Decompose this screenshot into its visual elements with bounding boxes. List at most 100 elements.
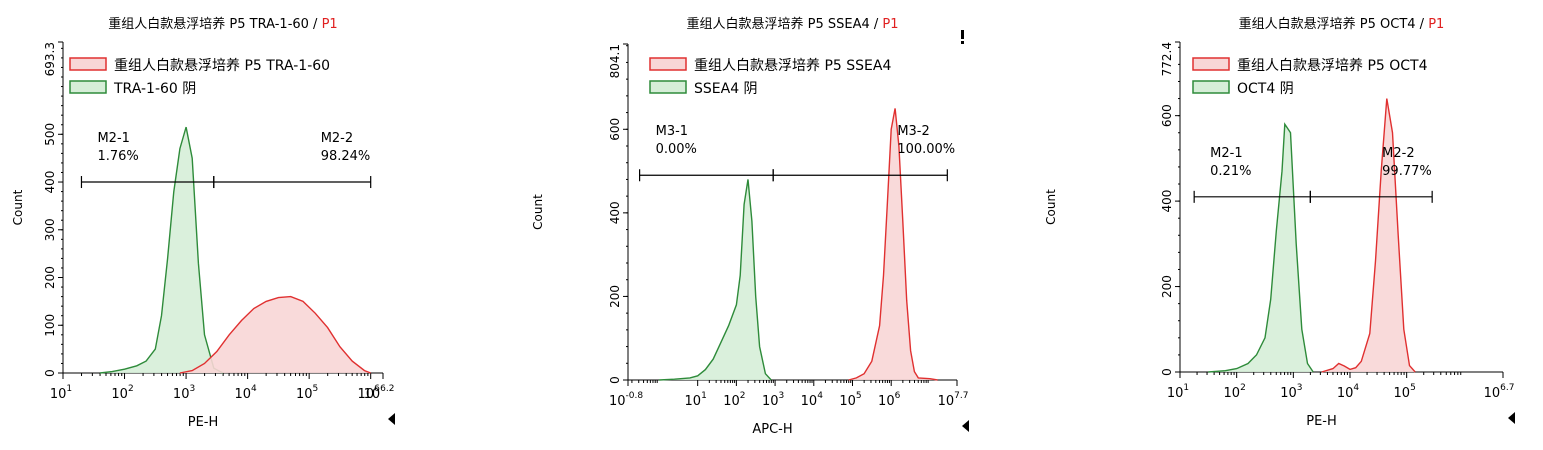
legend-label-negative: OCT4 阴: [1237, 81, 1294, 97]
x-max-exponent: 6.2: [380, 384, 394, 394]
x-max-base: 10: [364, 387, 381, 402]
x-tick-exponent: 1: [1183, 383, 1189, 393]
x-tick-exponent: 2: [740, 391, 746, 401]
gate-name-label: M2-1: [97, 131, 129, 146]
series-area-negative: [1208, 124, 1314, 372]
corner-triangle-icon: [388, 413, 395, 425]
y-axis-label: Count: [531, 194, 545, 230]
x-tick-label: 105: [296, 384, 318, 402]
series-line-sample: [848, 108, 938, 381]
chart-title-gate: P1: [1428, 17, 1444, 32]
x-tick-label: 101: [1167, 383, 1189, 401]
series-area-sample: [1321, 98, 1416, 372]
gate-name-label: M2-2: [1382, 146, 1414, 161]
series-line-negative: [99, 126, 224, 374]
y-tick-label: 0: [608, 376, 622, 384]
y-max-label: 772.4: [1160, 42, 1174, 76]
x-tick-label: 105: [1394, 383, 1416, 401]
y-tick-label: 100: [43, 314, 57, 337]
x-tick-base: 10: [839, 394, 856, 409]
y-tick-label: 400: [608, 201, 622, 224]
x-tick-exponent: 4: [251, 384, 257, 394]
x-tick-exponent: 5: [856, 391, 862, 401]
gate-name-label: M2-1: [1210, 146, 1242, 161]
x-tick-base: 10: [762, 394, 779, 409]
corner-triangle-icon: [962, 420, 969, 432]
chart-title-main: 重组人白款悬浮培养 P5 SSEA4 /: [686, 16, 882, 32]
x-tick-label: 104: [234, 384, 257, 402]
x-max-base: 10: [938, 394, 955, 409]
x-tick-base: 10: [878, 394, 895, 409]
legend-swatch-negative: [649, 80, 687, 94]
x-tick-exponent: 1: [701, 391, 707, 401]
x-tick-label: 106: [358, 384, 381, 402]
chart-title-gate: P1: [322, 17, 338, 32]
chart-title: 重组人白款悬浮培养 P5 TRA-1-60 / P1: [108, 16, 337, 32]
legend-label-sample: 重组人白款悬浮培养 P5 OCT4: [1237, 58, 1428, 74]
gate-percent-label: 98.24%: [321, 149, 371, 164]
x-axis-label: PE-H: [1306, 414, 1337, 429]
y-tick-label: 500: [43, 123, 57, 146]
legend-swatch-negative: [1192, 80, 1230, 94]
x-tick-exponent: -0.8: [625, 391, 643, 401]
y-max-label: 804.1: [608, 44, 622, 78]
histogram-panel-oct4: 重组人白款悬浮培养 P5 OCT4 / P1 0 200 400 600 772.4 Cou…: [1033, 0, 1543, 446]
y-axis-label: Count: [11, 189, 25, 225]
x-tick-label: 101: [50, 384, 72, 402]
y-tick-label: 200: [43, 266, 57, 289]
x-max-label: 107.7: [938, 391, 969, 409]
x-tick-base: 10: [173, 387, 190, 402]
histogram-chart-ssea4: 重组人白款悬浮培养 P5 SSEA4 / P1 0 200 400 600 804.1 Co…: [531, 16, 969, 437]
x-max-exponent: 7.7: [954, 391, 968, 401]
gate-percent-label: 0.21%: [1210, 164, 1251, 179]
x-tick-base: 10: [1394, 386, 1411, 401]
corner-triangle-icon: [1508, 412, 1515, 424]
x-tick-base: 10: [50, 387, 67, 402]
x-tick-base: 10: [1224, 386, 1241, 401]
x-tick-label: 104: [1337, 383, 1360, 401]
legend-swatch-sample: [69, 57, 107, 71]
series-area-sample: [848, 108, 938, 381]
series-line-negative: [1208, 122, 1314, 373]
x-tick-label: 101: [685, 391, 707, 409]
x-tick-base: 10: [801, 394, 818, 409]
x-tick-base: 10: [609, 394, 626, 409]
x-max-label: 106.7: [1484, 383, 1515, 401]
x-tick-base: 10: [685, 394, 702, 409]
x-tick-label: 105: [839, 391, 861, 409]
x-tick-exponent: 1: [66, 384, 72, 394]
y-tick-label: 300: [43, 218, 57, 241]
series-line-negative: [658, 179, 772, 381]
y-tick-label: 200: [1160, 275, 1174, 298]
stray-mark-dot: [961, 41, 964, 44]
x-tick-exponent: 6: [895, 391, 901, 401]
x-tick-label: 102: [1224, 383, 1246, 401]
x-tick-label: 106: [878, 391, 901, 409]
x-tick-exponent: 3: [1297, 383, 1303, 393]
x-max-label: 106.2: [364, 384, 395, 402]
gate-percent-label: 99.77%: [1382, 164, 1432, 179]
x-tick-exponent: 5: [1410, 383, 1416, 393]
x-tick-exponent: 5: [313, 384, 319, 394]
y-tick-label: 600: [608, 118, 622, 141]
gate-name-label: M2-2: [321, 131, 353, 146]
series-area-sample: [179, 296, 371, 373]
x-tick-exponent: 3: [778, 391, 784, 401]
x-tick-exponent: 2: [128, 384, 134, 394]
gate-name-label: M3-1: [656, 124, 688, 139]
x-tick-base: 10: [234, 387, 251, 402]
x-tick-exponent: 3: [189, 384, 195, 394]
legend-label-sample: 重组人白款悬浮培养 P5 TRA-1-60: [114, 58, 330, 74]
legend-swatch-negative: [69, 80, 107, 94]
x-tick-label: 103: [762, 391, 784, 409]
series-line-sample: [179, 295, 371, 374]
chart-title: 重组人白款悬浮培养 P5 SSEA4 / P1: [686, 16, 898, 32]
x-axis-label: PE-H: [188, 415, 219, 430]
histogram-panel-tra-1-60: 重组人白款悬浮培养 P5 TRA-1-60 / P1 0 100 200 300 400 5…: [0, 0, 510, 446]
legend-label-negative: SSEA4 阴: [694, 81, 758, 97]
x-tick-base: 10: [1167, 386, 1184, 401]
gate-name-label: M3-2: [897, 124, 929, 139]
chart-title: 重组人白款悬浮培养 P5 OCT4 / P1: [1239, 16, 1445, 32]
gate-percent-label: 100.00%: [897, 142, 955, 157]
histogram-chart-oct4: 重组人白款悬浮培养 P5 OCT4 / P1 0 200 400 600 772.4 Cou…: [1044, 16, 1515, 429]
